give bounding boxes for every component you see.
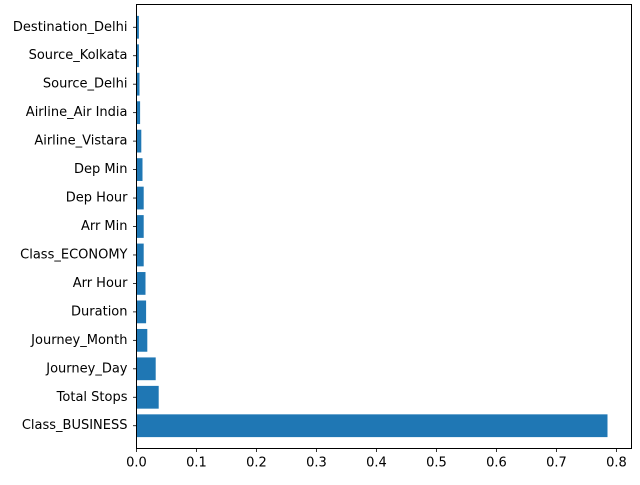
x-tick-label: 0.5 — [426, 456, 447, 471]
y-tick-label: Class_ECONOMY — [20, 247, 127, 262]
y-tick-label: Journey_Day — [45, 361, 128, 376]
y-tick-label: Arr Min — [81, 219, 128, 234]
y-tick-label: Arr Hour — [73, 276, 128, 291]
plot-frame — [136, 4, 632, 449]
x-tick-label: 0.2 — [246, 456, 267, 471]
bar-arr-hour — [136, 272, 146, 295]
y-tick-label: Dep Hour — [66, 191, 128, 206]
bar-source-delhi — [136, 72, 140, 96]
bar-destination-delhi — [136, 15, 139, 39]
x-tick-label: 0.0 — [126, 456, 147, 471]
bar-journey-month — [136, 328, 148, 352]
x-tick-label: 0.8 — [606, 456, 627, 471]
y-tick-label: Destination_Delhi — [13, 20, 128, 35]
bar-arr-min — [136, 215, 144, 238]
bar-class-economy — [136, 243, 144, 267]
bar-duration — [136, 300, 147, 324]
bar-journey-day — [136, 357, 156, 381]
y-tick-label: Journey_Month — [30, 333, 127, 348]
bar-airline-air-india — [136, 101, 141, 125]
y-tick-label: Source_Kolkata — [29, 48, 128, 63]
x-tick-label: 0.6 — [486, 456, 507, 471]
bar-airline-vistara — [136, 129, 142, 153]
bar-source-kolkata — [136, 44, 139, 68]
y-tick-label: Total Stops — [56, 390, 128, 405]
y-axis-ticks: Class_BUSINESS Total Stops Journey_Day Jour… — [13, 20, 137, 433]
y-tick-label: Class_BUSINESS — [22, 418, 128, 433]
y-tick-label: Duration — [71, 304, 127, 319]
y-tick-label: Airline_Air India — [26, 105, 128, 120]
x-axis-ticks: 0.0 0.1 0.2 0.3 0.4 0.5 0.6 0.7 0.8 — [126, 448, 627, 471]
x-tick-label: 0.1 — [186, 456, 207, 471]
bar-dep-min — [136, 158, 143, 181]
x-tick-label: 0.4 — [366, 456, 387, 471]
bar-dep-hour — [136, 186, 144, 210]
bar-class-business — [136, 414, 608, 438]
bars-group — [136, 15, 608, 438]
bar-total-stops — [136, 385, 159, 409]
x-tick-label: 0.3 — [306, 456, 327, 471]
x-tick-label: 0.7 — [546, 456, 567, 471]
y-tick-label: Source_Delhi — [43, 77, 128, 92]
y-tick-label: Airline_Vistara — [34, 134, 127, 149]
y-tick-label: Dep Min — [74, 162, 127, 177]
